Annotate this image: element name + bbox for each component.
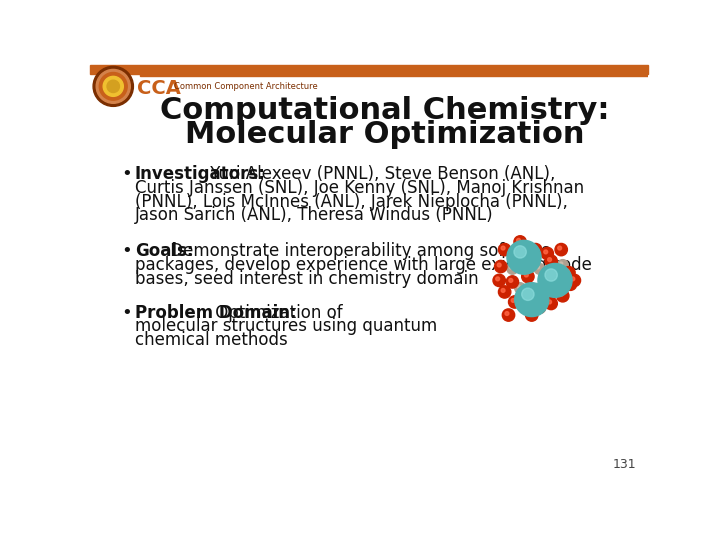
Circle shape [507, 240, 541, 274]
Circle shape [549, 271, 561, 283]
Circle shape [529, 244, 542, 256]
Text: Investigators:: Investigators: [135, 165, 266, 183]
Circle shape [567, 281, 571, 285]
Text: (PNNL), Lois McInnes (ANL), Jarek Nieplocha (PNNL),: (PNNL), Lois McInnes (ANL), Jarek Nieplo… [135, 193, 568, 211]
Circle shape [545, 255, 557, 267]
Circle shape [515, 283, 549, 316]
Circle shape [498, 244, 510, 256]
Circle shape [536, 266, 539, 269]
Circle shape [517, 239, 521, 242]
Circle shape [559, 262, 563, 265]
Circle shape [528, 312, 532, 315]
Circle shape [493, 274, 505, 287]
Text: Optimization of: Optimization of [210, 303, 343, 321]
Circle shape [519, 301, 532, 314]
Text: Yuri Alexeev (PNNL), Steve Benson (ANL),: Yuri Alexeev (PNNL), Steve Benson (ANL), [205, 165, 556, 183]
Text: Demonstrate interoperability among software: Demonstrate interoperability among softw… [165, 242, 551, 260]
Circle shape [534, 301, 546, 314]
Circle shape [507, 264, 518, 274]
Circle shape [505, 312, 509, 315]
Circle shape [552, 273, 555, 277]
Text: •: • [121, 165, 132, 183]
Circle shape [541, 247, 554, 260]
Circle shape [498, 263, 501, 267]
Circle shape [557, 289, 569, 302]
Text: molecular structures using quantum: molecular structures using quantum [135, 318, 437, 335]
Circle shape [548, 300, 552, 304]
Circle shape [564, 278, 577, 291]
Circle shape [526, 309, 538, 321]
Circle shape [571, 277, 575, 281]
Text: packages, develop experience with large existing code: packages, develop experience with large … [135, 256, 592, 274]
Circle shape [96, 70, 130, 103]
Circle shape [522, 271, 534, 283]
Circle shape [508, 296, 521, 308]
Circle shape [495, 277, 500, 281]
Circle shape [563, 267, 575, 279]
Circle shape [555, 244, 567, 256]
Circle shape [501, 246, 505, 250]
Bar [90, 65, 648, 74]
Circle shape [509, 266, 513, 269]
Circle shape [536, 304, 540, 308]
Circle shape [509, 279, 513, 282]
Circle shape [495, 260, 507, 273]
Circle shape [568, 274, 580, 287]
Circle shape [501, 288, 505, 292]
Circle shape [107, 80, 120, 92]
Text: bases, seed interest in chemistry domain: bases, seed interest in chemistry domain [135, 269, 479, 288]
Text: Computational Chemistry:: Computational Chemistry: [160, 96, 609, 125]
Circle shape [557, 260, 568, 271]
Circle shape [544, 250, 548, 254]
Circle shape [506, 276, 518, 288]
Circle shape [515, 283, 526, 294]
Circle shape [538, 287, 549, 298]
Circle shape [559, 292, 563, 296]
Circle shape [538, 264, 572, 298]
Circle shape [514, 236, 526, 248]
Circle shape [532, 246, 536, 250]
Circle shape [498, 286, 510, 298]
Circle shape [545, 269, 557, 281]
Bar [140, 72, 648, 76]
Circle shape [522, 288, 534, 300]
Text: CCA: CCA [137, 79, 181, 98]
Text: •: • [121, 303, 132, 321]
Circle shape [99, 72, 127, 100]
Circle shape [511, 299, 515, 302]
Circle shape [534, 264, 545, 274]
Circle shape [103, 76, 123, 96]
Text: •: • [121, 242, 132, 260]
Text: Goals:: Goals: [135, 242, 194, 260]
Circle shape [548, 258, 552, 261]
Text: Problem Domain:: Problem Domain: [135, 303, 297, 321]
Circle shape [558, 246, 562, 250]
Circle shape [522, 304, 526, 308]
Circle shape [514, 246, 526, 258]
Circle shape [517, 285, 520, 288]
Text: 131: 131 [613, 458, 636, 471]
Text: Jason Sarich (ANL), Theresa Windus (PNNL): Jason Sarich (ANL), Theresa Windus (PNNL… [135, 206, 494, 225]
Circle shape [565, 269, 570, 273]
Circle shape [540, 289, 544, 292]
Text: chemical methods: chemical methods [135, 331, 288, 349]
Circle shape [545, 298, 557, 309]
Circle shape [503, 309, 515, 321]
Text: Molecular Optimization: Molecular Optimization [185, 120, 584, 149]
Text: Common Component Architecture: Common Component Architecture [174, 82, 318, 91]
Circle shape [93, 66, 133, 106]
Circle shape [524, 273, 528, 277]
Text: Curtis Janssen (SNL), Joe Kenny (SNL), Manoj Krishnan: Curtis Janssen (SNL), Joe Kenny (SNL), M… [135, 179, 584, 197]
